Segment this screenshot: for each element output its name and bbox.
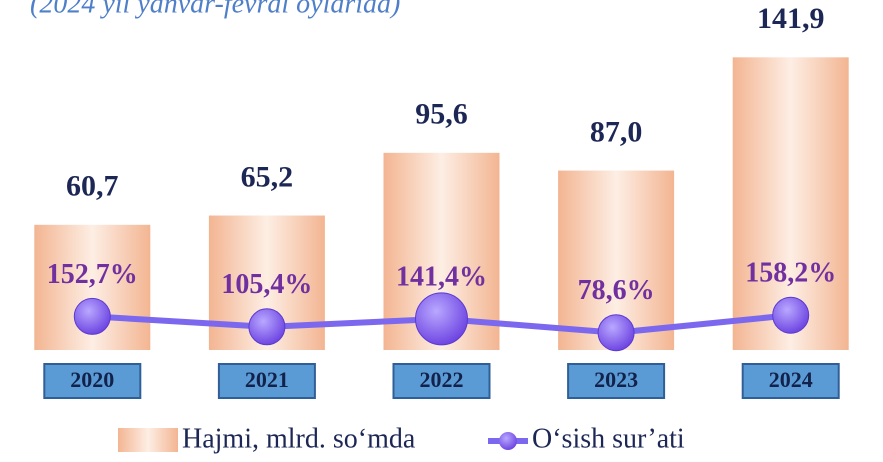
line-marker bbox=[597, 314, 635, 352]
subtitle: (2024 yil yanvar-fevral oylarida) bbox=[30, 0, 400, 19]
line-marker bbox=[772, 296, 810, 334]
x-tick-label: 2023 bbox=[594, 367, 638, 392]
category-box bbox=[217, 363, 316, 399]
line-marker bbox=[248, 308, 286, 346]
line-value-label: 158,2% bbox=[745, 258, 836, 289]
x-tick-label: 2024 bbox=[769, 367, 813, 392]
line-marker bbox=[73, 297, 111, 335]
category-box bbox=[741, 363, 840, 399]
legend-label: Hajmi, mlrd. so‘mda bbox=[182, 423, 416, 454]
x-tick-label: 2020 bbox=[70, 367, 114, 392]
bar-value-label: 95,6 bbox=[415, 98, 468, 131]
legend-label: O‘sish sur’ati bbox=[532, 423, 685, 454]
line-value-label: 152,7% bbox=[47, 259, 138, 290]
category-box bbox=[567, 363, 666, 399]
bar-value-label: 87,0 bbox=[590, 115, 643, 148]
x-tick-label: 2022 bbox=[420, 367, 464, 392]
bar-value-label: 65,2 bbox=[241, 160, 294, 193]
legend-swatch bbox=[499, 432, 517, 450]
line-value-label: 141,4% bbox=[396, 261, 487, 292]
x-tick-label: 2021 bbox=[245, 367, 289, 392]
bar-value-label: 60,7 bbox=[66, 170, 119, 203]
line-value-label: 105,4% bbox=[221, 269, 312, 300]
bar-value-label: 141,9 bbox=[757, 2, 825, 35]
category-box bbox=[43, 363, 142, 399]
line-marker bbox=[415, 292, 468, 346]
legend-swatch bbox=[118, 428, 178, 452]
category-box bbox=[392, 363, 491, 399]
line-value-label: 78,6% bbox=[578, 275, 655, 306]
